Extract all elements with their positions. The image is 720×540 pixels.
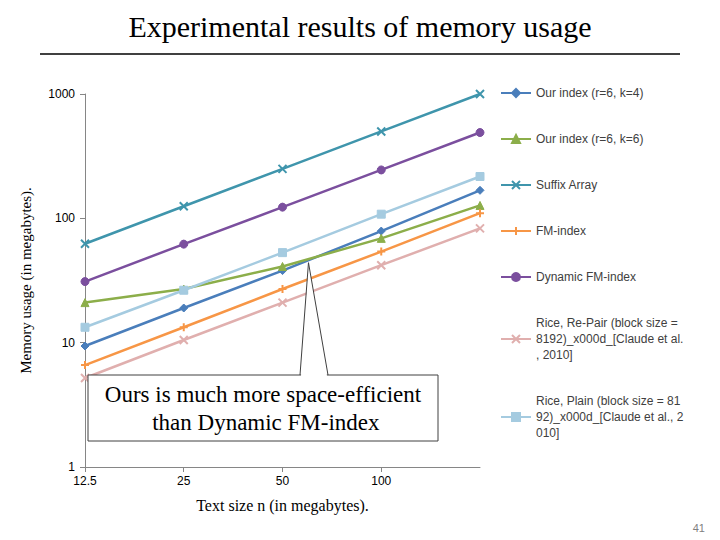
svg-text:1: 1: [68, 460, 75, 474]
svg-text:Rice, Re-Pair (block size =: Rice, Re-Pair (block size =: [536, 316, 681, 330]
svg-text:50: 50: [276, 474, 290, 488]
svg-text:Memory usage (in megabytes).: Memory usage (in megabytes).: [18, 187, 35, 374]
svg-text:41: 41: [693, 522, 705, 534]
svg-text:Text size n (in megabytes).: Text size n (in megabytes).: [196, 497, 369, 515]
svg-text:1000: 1000: [48, 87, 75, 101]
svg-text:10: 10: [62, 336, 76, 350]
svg-text:100: 100: [371, 474, 391, 488]
svg-text:Dynamic FM-index: Dynamic FM-index: [536, 270, 636, 284]
svg-text:92)_x000d_[Claude et al., 2: 92)_x000d_[Claude et al., 2: [536, 410, 684, 424]
svg-text:100: 100: [55, 211, 75, 225]
svg-text:than Dynamic FM-index: than Dynamic FM-index: [146, 410, 380, 435]
svg-text:25: 25: [177, 474, 191, 488]
svg-text:8192)_x000d_[Claude et al.: 8192)_x000d_[Claude et al.: [536, 332, 683, 346]
svg-text:Rice, Plain (block size = 81: Rice, Plain (block size = 81: [536, 394, 681, 408]
svg-text:Experimental results of memory: Experimental results of memory usage: [128, 10, 591, 43]
svg-text:Our index (r=6, k=6): Our index (r=6, k=6): [536, 132, 643, 146]
svg-text:, 2010]: , 2010]: [536, 348, 573, 362]
svg-text:FM-index: FM-index: [536, 224, 586, 238]
svg-text:Ours is much more space-effici: Ours is much more space-efficient: [105, 382, 422, 407]
svg-text:010]: 010]: [536, 426, 559, 440]
svg-text:Suffix Array: Suffix Array: [536, 178, 597, 192]
svg-text:12.5: 12.5: [73, 474, 97, 488]
svg-text:Our index (r=6, k=4): Our index (r=6, k=4): [536, 86, 643, 100]
